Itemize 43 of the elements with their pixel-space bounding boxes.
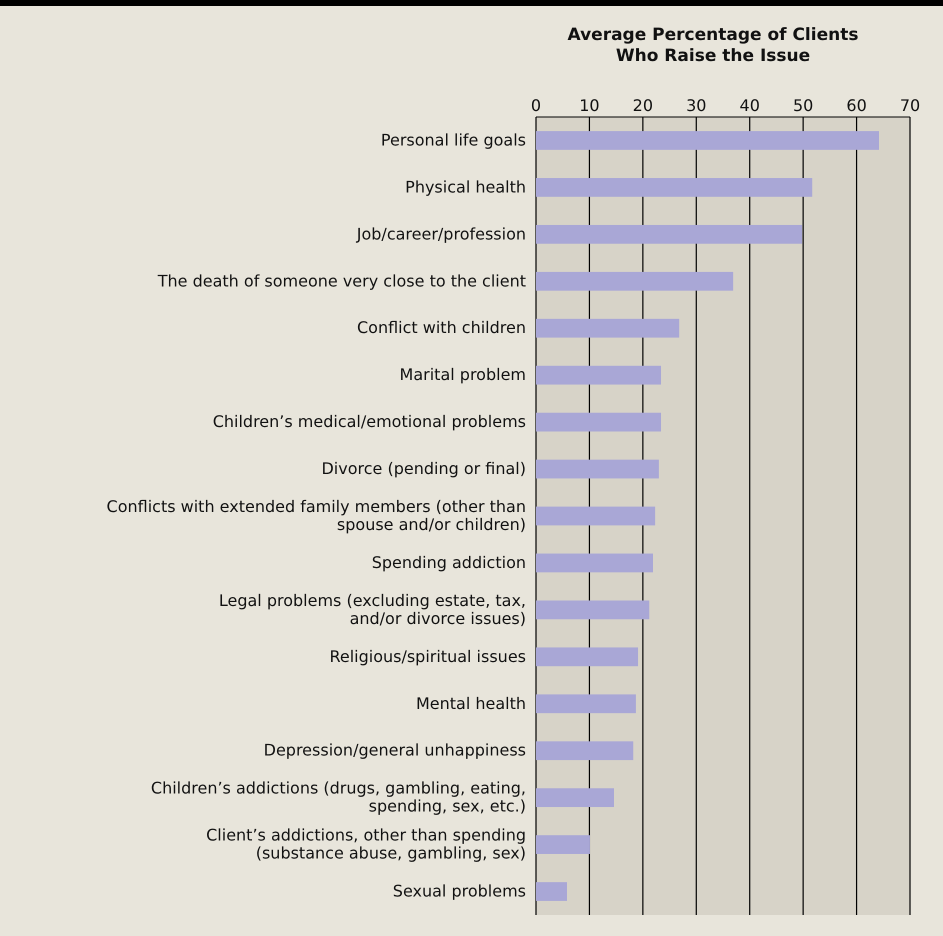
bar: [536, 412, 662, 432]
x-tick-label: 60: [846, 96, 867, 115]
bar: [536, 741, 634, 760]
y-tick-label: Children’s medical/emotional problems: [212, 412, 526, 432]
y-tick-label: Depression/general unhappiness: [264, 740, 526, 760]
bar: [536, 694, 636, 714]
bar: [536, 460, 659, 478]
y-tick-label: Spending addiction: [372, 552, 526, 572]
y-tick-label: Children’s addictions (drugs, gambling, eating, spending, sex, etc.): [150, 778, 526, 816]
bar: [536, 600, 650, 620]
y-tick-label: Divorce (pending or final): [321, 459, 526, 478]
x-tick-label: 40: [740, 96, 760, 115]
bar: [536, 272, 734, 291]
y-tick-label: Legal problems (excluding estate, tax, and/or divorce issues): [218, 590, 526, 628]
bar: [536, 318, 680, 338]
x-tick-label: 20: [632, 96, 654, 115]
chart-title: Average Percentage of Clients Who Raise the Issue: [568, 25, 858, 66]
y-tick-label: Marital problem: [400, 365, 526, 384]
bar: [536, 835, 590, 854]
x-tick-label: 50: [792, 96, 814, 115]
x-tick-label: 10: [579, 96, 600, 115]
y-tick-label: Conflict with children: [356, 318, 526, 338]
x-tick-label: 0: [530, 96, 542, 115]
y-tick-label: Sexual problems: [392, 882, 526, 901]
y-tick-label: Conflicts with extended family members (other than spouse and/or children): [106, 497, 526, 534]
y-tick-label: Physical health: [405, 177, 526, 196]
y-tick-label: Mental health: [416, 694, 526, 713]
y-tick-label: Personal life goals: [380, 130, 526, 150]
y-tick-label: The death of someone very close to the client: [156, 271, 526, 290]
x-tick-label: 70: [900, 96, 920, 115]
bar: [536, 554, 654, 572]
bar: [536, 647, 638, 666]
bar: [536, 882, 567, 901]
bar: [536, 366, 662, 385]
bar: [536, 224, 802, 244]
bar: [536, 131, 880, 150]
y-tick-label: Religious/spiritual issues: [329, 646, 526, 666]
y-tick-label: Job/career/profession: [356, 224, 526, 244]
bar: [536, 506, 656, 526]
y-tick-label: Client’s addictions, other than spending (substance abuse, gambling, sex): [206, 826, 526, 863]
bar: [536, 178, 812, 197]
bar: [536, 788, 614, 808]
x-tick-label: 30: [686, 96, 706, 115]
